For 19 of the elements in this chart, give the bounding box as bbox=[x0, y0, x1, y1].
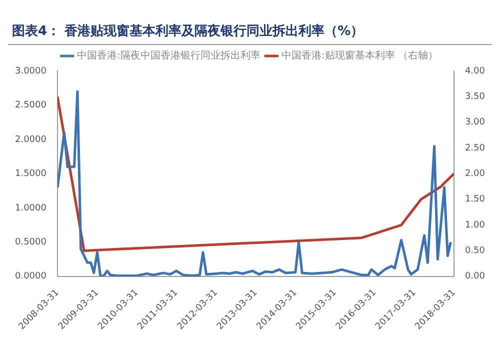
y-tick-label: 1.5000 bbox=[14, 169, 47, 180]
y2-tick-label: 1.50 bbox=[464, 194, 486, 205]
y-tick-label: 1.0000 bbox=[14, 203, 47, 214]
y2-tick-label: 2.50 bbox=[464, 143, 486, 154]
y-tick-label: 2.5000 bbox=[14, 100, 47, 111]
y2-tick-label: 3.50 bbox=[464, 92, 486, 102]
y-tick-label: 0.5000 bbox=[14, 237, 47, 248]
y2-tick-label: 0.00 bbox=[464, 272, 486, 282]
y-tick-label: 0.0000 bbox=[14, 272, 47, 282]
legend-label: 中国香港:贴现窗基本利率 （右轴） bbox=[281, 50, 438, 62]
y2-tick-label: 3.00 bbox=[464, 118, 486, 128]
y2-tick-label: 1.00 bbox=[464, 220, 486, 230]
y2-tick-label: 4.00 bbox=[464, 66, 486, 76]
y2-tick-label: 0.50 bbox=[464, 246, 486, 256]
legend-label: 中国香港:隔夜中国香港银行同业拆出利率 bbox=[77, 50, 260, 62]
y-tick-label: 3.0000 bbox=[14, 66, 47, 76]
y-tick-label: 2.0000 bbox=[14, 134, 47, 145]
y2-tick-label: 2.00 bbox=[464, 169, 486, 180]
chart-title: 图表4： 香港贴现窗基本利率及隔夜银行同业拆出利率（%） bbox=[8, 8, 492, 45]
